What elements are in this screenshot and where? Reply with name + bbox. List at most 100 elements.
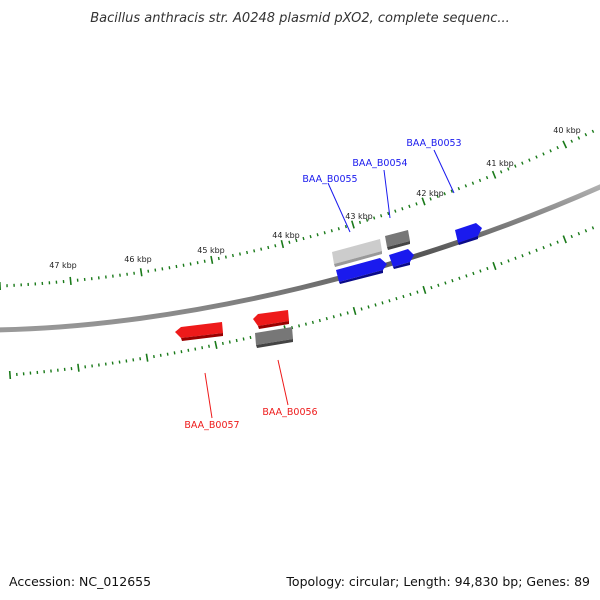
outer-ring-minor-tick [253, 249, 256, 253]
inner-ring-minor-tick [242, 337, 245, 341]
outer-ring-minor-tick [217, 256, 220, 261]
gene-label-BAA_B0054[interactable]: BAA_B0054 [352, 158, 407, 169]
outer-ring-minor-tick [464, 184, 468, 188]
scale-label-47kbp: 47 kbp [49, 261, 77, 270]
inner-ring-minor-tick [187, 348, 190, 352]
gene-label-BAA_B0057[interactable]: BAA_B0057 [184, 420, 239, 431]
outer-ring-major-tick [139, 268, 143, 277]
inner-ring-minor-tick [388, 299, 391, 303]
gene-arrow-BAA_B0057[interactable] [175, 322, 223, 338]
inner-ring-minor-tick [444, 281, 447, 285]
outer-ring-minor-tick [450, 189, 453, 193]
inner-ring-minor-tick [367, 305, 370, 309]
inner-ring-minor-tick [472, 271, 475, 276]
inner-ring-minor-tick [304, 322, 307, 326]
gene-arrow-BAA_B0053[interactable] [455, 223, 482, 243]
outer-ring-minor-tick [408, 204, 411, 209]
inner-ring-minor-tick [201, 346, 204, 350]
outer-tick-ring [0, 129, 595, 291]
grey-feature-dark-edge [387, 241, 410, 250]
grey-feature-reverse-edge [256, 339, 293, 348]
inner-ring-minor-tick [479, 269, 482, 273]
outer-ring-minor-tick [147, 269, 150, 273]
outer-ring-minor-tick [521, 161, 524, 165]
outer-ring-minor-tick [175, 264, 178, 269]
scale-label-42kbp: 42 kbp [416, 189, 444, 198]
inner-ring-major-tick [422, 285, 427, 294]
gene-arrow-BAA_B0053-edge [458, 236, 478, 245]
gene-label-BAA_B0056[interactable]: BAA_B0056 [262, 407, 317, 418]
inner-ring-minor-tick [339, 313, 342, 317]
gene-arrow-BAA_B0056[interactable] [253, 310, 289, 326]
inner-ring-major-tick [8, 370, 12, 380]
outer-ring-minor-tick [584, 133, 588, 137]
outer-ring-minor-tick [267, 245, 270, 250]
outer-ring-minor-tick [316, 233, 319, 237]
outer-ring-minor-tick [591, 129, 595, 134]
inner-ring-minor-tick [584, 229, 588, 233]
inner-ring-minor-tick [346, 311, 349, 315]
inner-ring-minor-tick [166, 352, 169, 356]
outer-ring-minor-tick [457, 186, 461, 191]
inner-ring-major-tick [214, 340, 218, 349]
inner-tick-ring [8, 226, 595, 380]
inner-ring-minor-tick [235, 338, 238, 343]
outer-ring-minor-tick [528, 158, 531, 162]
outer-ring-minor-tick [189, 262, 192, 266]
gene-arrow-BAA_B0054[interactable] [389, 249, 414, 267]
inner-ring-minor-tick [416, 290, 419, 294]
outer-ring-minor-tick [373, 216, 376, 220]
outer-ring-minor-tick [443, 192, 446, 196]
outer-ring-minor-tick [535, 155, 538, 159]
leader-BAA_B0053 [433, 149, 455, 194]
scale-label-46kbp: 46 kbp [124, 255, 152, 264]
label-leaders [204, 149, 455, 419]
gene-labels: BAA_B0053 BAA_B0054 BAA_B0055 BAA_B0056 … [184, 138, 461, 431]
outer-ring-minor-tick [168, 266, 171, 270]
outer-ring-major-tick [351, 220, 355, 229]
outer-ring-minor-tick [330, 229, 333, 233]
gene-arrow-BAA_B0055[interactable] [336, 258, 387, 282]
outer-ring-minor-tick [556, 145, 559, 150]
reverse-features [175, 310, 293, 348]
scale-labels: 40 kbp 41 kbp 42 kbp 43 kbp 44 kbp 45 kb… [49, 126, 581, 270]
outer-ring-minor-tick [394, 209, 397, 213]
outer-ring-minor-tick [309, 235, 312, 239]
gene-arrow-BAA_B0054-edge [393, 262, 410, 269]
outer-ring-minor-tick [288, 240, 291, 244]
gene-label-BAA_B0053[interactable]: BAA_B0053 [406, 138, 461, 149]
inner-ring-minor-tick [180, 350, 183, 354]
inner-ring-minor-tick [437, 283, 440, 287]
inner-ring-minor-tick [430, 285, 433, 290]
gene-label-BAA_B0055[interactable]: BAA_B0055 [302, 174, 357, 185]
inner-ring-minor-tick [118, 360, 121, 364]
inner-ring-minor-tick [458, 276, 461, 280]
gene-arrow-BAA_B0055-edge [339, 270, 383, 284]
outer-ring-minor-tick [542, 152, 545, 156]
outer-ring-minor-tick [161, 267, 164, 271]
grey-feature-reverse [255, 327, 293, 345]
outer-ring-minor-tick [246, 250, 249, 255]
outer-ring-minor-tick [549, 149, 552, 153]
inner-ring-minor-tick [221, 341, 224, 346]
inner-ring-minor-tick [173, 351, 176, 355]
inner-ring-minor-tick [298, 324, 301, 328]
inner-ring-minor-tick [514, 256, 517, 260]
topology-summary: Topology: circular; Length: 94,830 bp; G… [285, 574, 590, 589]
inner-ring-minor-tick [208, 344, 210, 348]
outer-ring-minor-tick [231, 253, 234, 258]
sequence-backbone [0, 184, 600, 333]
inner-ring-minor-tick [556, 240, 559, 244]
inner-ring-minor-tick [249, 335, 252, 340]
outer-ring-major-tick [562, 140, 568, 149]
inner-ring-minor-tick [451, 278, 454, 283]
outer-ring-major-tick [69, 276, 72, 285]
outer-ring-minor-tick [387, 211, 390, 216]
outer-ring-major-tick [491, 170, 497, 179]
outer-ring-major-tick [421, 197, 426, 206]
outer-ring-minor-tick [429, 197, 432, 201]
inner-ring-minor-tick [311, 320, 314, 324]
outer-ring-minor-tick [478, 178, 482, 183]
leader-BAA_B0057 [204, 372, 213, 419]
